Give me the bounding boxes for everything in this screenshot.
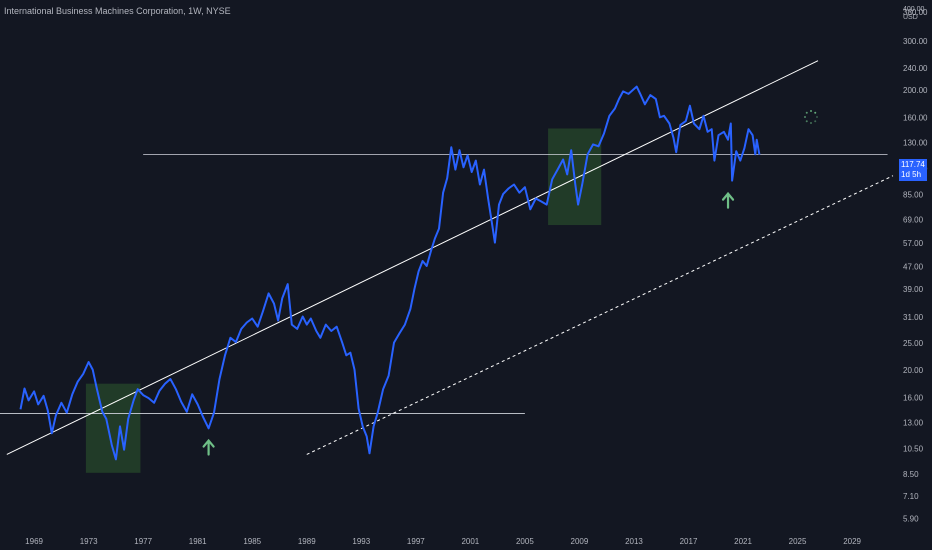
x-tick-label: 2029 bbox=[843, 537, 861, 546]
dashed-trendline bbox=[306, 175, 894, 455]
x-tick-label: 1973 bbox=[80, 537, 98, 546]
up-arrow-icon bbox=[202, 438, 215, 456]
y-tick-label: 240.00 bbox=[903, 64, 928, 73]
trendline bbox=[6, 60, 819, 455]
currency-unit: USD bbox=[903, 14, 918, 21]
y-tick-label: 300.00 bbox=[903, 37, 928, 46]
x-tick-label: 2017 bbox=[680, 537, 698, 546]
spinner-dot bbox=[804, 116, 806, 118]
y-tick-label: 13.00 bbox=[903, 419, 924, 428]
trendlines bbox=[6, 60, 894, 455]
x-tick-label: 1969 bbox=[25, 537, 43, 546]
y-tick-label: 69.00 bbox=[903, 216, 924, 225]
highlight-box-1 bbox=[85, 383, 141, 473]
spinner-dot bbox=[810, 110, 812, 112]
y-tick-label: 20.00 bbox=[903, 366, 924, 375]
y-tick-label: 16.00 bbox=[903, 393, 924, 402]
x-tick-label: 2025 bbox=[789, 537, 807, 546]
y-tick-label: 57.00 bbox=[903, 239, 924, 248]
spinner-dot bbox=[810, 122, 812, 124]
x-tick-label: 1993 bbox=[352, 537, 370, 546]
price-line bbox=[19, 85, 761, 461]
last-price-value: 117.74 bbox=[901, 160, 925, 169]
spinner-dot bbox=[805, 120, 808, 123]
x-tick-label: 1997 bbox=[407, 537, 425, 546]
y-axis[interactable]: 5.90 7.10 8.50 10.50 13.00 16.00 20.00 25.00 31.… bbox=[903, 8, 928, 523]
buy-arrows bbox=[202, 191, 735, 456]
y-tick-label: 10.50 bbox=[903, 445, 924, 454]
spinner-dot bbox=[814, 120, 817, 123]
y-tick-label: 85.00 bbox=[903, 190, 924, 199]
horizontal-lines bbox=[0, 153, 888, 414]
currency-label[interactable]: 400.00 USD bbox=[903, 6, 924, 22]
x-tick-label: 2005 bbox=[516, 537, 534, 546]
price-series bbox=[19, 85, 761, 461]
x-axis[interactable]: 1969 1973 1977 1981 1985 1989 1993 1997 2001 2005… bbox=[25, 537, 861, 546]
x-tick-label: 2021 bbox=[734, 537, 752, 546]
spinner-dot bbox=[816, 116, 818, 118]
y-tick-label: 8.50 bbox=[903, 470, 919, 479]
spinner-dot bbox=[805, 111, 808, 114]
y-tick-label: 25.00 bbox=[903, 339, 924, 348]
x-tick-label: 1989 bbox=[298, 537, 316, 546]
loading-spinner-icon bbox=[804, 110, 818, 124]
x-tick-label: 1977 bbox=[134, 537, 152, 546]
y-tick-label: 380.00 bbox=[903, 8, 928, 17]
chart-title: International Business Machines Corporat… bbox=[4, 6, 231, 16]
y-tick-label: 47.00 bbox=[903, 262, 924, 271]
y-tick-label: 130.00 bbox=[903, 139, 928, 148]
y-tick-label: 5.90 bbox=[903, 515, 919, 524]
highlight-boxes bbox=[85, 128, 602, 473]
x-tick-label: 1985 bbox=[243, 537, 261, 546]
spinner-dot bbox=[814, 111, 817, 114]
x-tick-label: 1981 bbox=[189, 537, 207, 546]
y-tick-label: 200.00 bbox=[903, 86, 928, 95]
last-price-countdown: 1d 5h bbox=[901, 170, 922, 179]
y-tick-label: 31.00 bbox=[903, 313, 924, 322]
x-tick-label: 2009 bbox=[571, 537, 589, 546]
x-tick-label: 2001 bbox=[461, 537, 479, 546]
top-tick-label: 400.00 bbox=[903, 6, 925, 13]
x-tick-label: 2013 bbox=[625, 537, 643, 546]
y-tick-label: 7.10 bbox=[903, 492, 919, 501]
y-tick-label: 39.00 bbox=[903, 285, 924, 294]
last-price-tag: 117.74 1d 5h bbox=[899, 159, 927, 181]
y-tick-label: 160.00 bbox=[903, 113, 928, 122]
up-arrow-icon bbox=[721, 191, 735, 209]
